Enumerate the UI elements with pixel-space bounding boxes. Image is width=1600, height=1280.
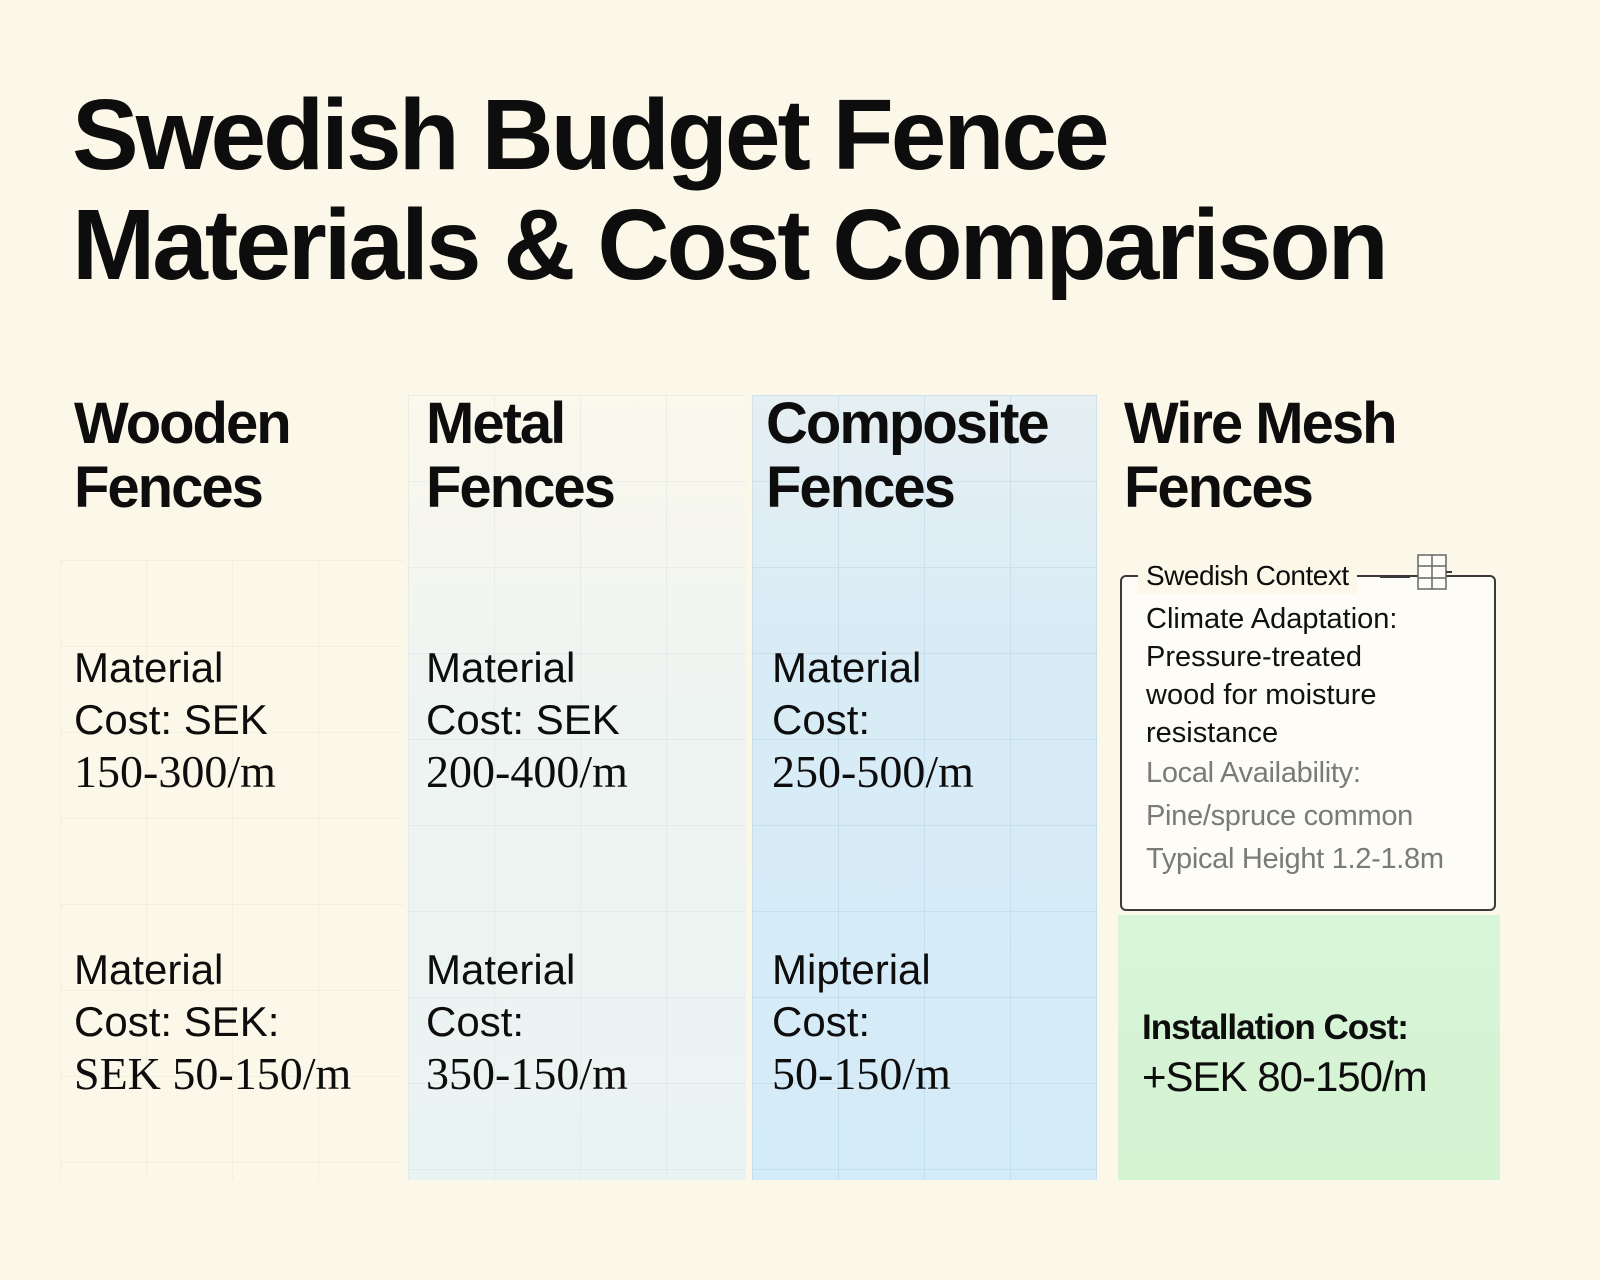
cost-label: Cost:	[772, 696, 871, 743]
cost-label: Cost: SEK:	[74, 998, 280, 1045]
page-title: Swedish Budget Fence Materials & Cost Co…	[72, 79, 1389, 301]
grid-window-icon	[1417, 554, 1452, 590]
heading-line: Fences	[1124, 455, 1314, 520]
context-line: Pressure-treated	[1146, 641, 1362, 673]
installation-cost-value: +SEK 80-150/m	[1142, 1053, 1428, 1100]
wooden-column-background	[60, 560, 404, 1180]
context-line: wood for moisture	[1146, 679, 1377, 711]
heading-line: Composite	[766, 391, 1050, 456]
wire-mesh-fences-heading: Wire Mesh Fences	[1124, 391, 1398, 520]
metal-material-cost: Material Cost: SEK 200-400/m	[426, 642, 628, 798]
cost-value: SEK 50-150/m	[74, 1048, 352, 1099]
context-line: Typical Height 1.2-1.8m	[1146, 843, 1444, 875]
wooden-fences-heading: Wooden Fences	[74, 391, 292, 520]
cost-label: Material	[772, 644, 922, 691]
installation-cost: Installation Cost: +SEK 80-150/m	[1142, 1005, 1428, 1103]
context-line: Climate Adaptation:	[1146, 603, 1398, 635]
installation-cost-label: Installation Cost:	[1142, 1008, 1409, 1047]
heading-line: Fences	[766, 455, 956, 520]
composite-secondary-cost: Mipterial Cost: 50-150/m	[772, 944, 951, 1100]
metal-secondary-cost: Material Cost: 350-150/m	[426, 944, 628, 1100]
heading-line: Wooden	[74, 391, 292, 456]
cost-label: Material	[74, 946, 224, 993]
cost-label: Material	[74, 644, 224, 691]
metal-fences-heading: Metal Fences	[426, 391, 616, 520]
swedish-context-body: Climate Adaptation: Pressure-treated woo…	[1146, 600, 1491, 881]
context-line: Pine/spruce common	[1146, 800, 1413, 832]
wooden-material-cost: Material Cost: SEK 150-300/m	[74, 642, 276, 798]
swedish-context-box	[1120, 575, 1496, 911]
swedish-context-title: Swedish Context	[1138, 558, 1357, 594]
context-line: Local Availability:	[1146, 757, 1361, 789]
cost-label: Mipterial	[772, 946, 931, 993]
heading-line: Metal	[426, 391, 566, 456]
cost-label: Cost:	[772, 998, 871, 1045]
title-line-2: Materials & Cost Comparison	[72, 189, 1389, 301]
composite-fences-heading: Composite Fences	[766, 391, 1050, 520]
installation-cost-panel	[1118, 915, 1500, 1180]
cost-value: 200-400/m	[426, 746, 628, 797]
cost-label: Material	[426, 644, 576, 691]
cost-label: Cost: SEK	[74, 696, 268, 743]
cost-label: Cost: SEK	[426, 696, 620, 743]
cost-value: 350-150/m	[426, 1048, 628, 1099]
context-divider-line	[1380, 576, 1410, 578]
cost-value: 50-150/m	[772, 1048, 951, 1099]
metal-column-background	[408, 395, 746, 1180]
composite-material-cost: Material Cost: 250-500/m	[772, 642, 974, 798]
wooden-secondary-cost: Material Cost: SEK: SEK 50-150/m	[74, 944, 351, 1100]
heading-line: Fences	[74, 455, 264, 520]
context-line: resistance	[1146, 717, 1279, 749]
heading-line: Wire Mesh	[1124, 391, 1398, 456]
title-line-1: Swedish Budget Fence	[72, 79, 1110, 191]
composite-column-background	[752, 395, 1097, 1180]
cost-value: 250-500/m	[772, 746, 974, 797]
heading-line: Fences	[426, 455, 616, 520]
cost-value: 150-300/m	[74, 746, 276, 797]
cost-label: Cost:	[426, 998, 525, 1045]
cost-label: Material	[426, 946, 576, 993]
